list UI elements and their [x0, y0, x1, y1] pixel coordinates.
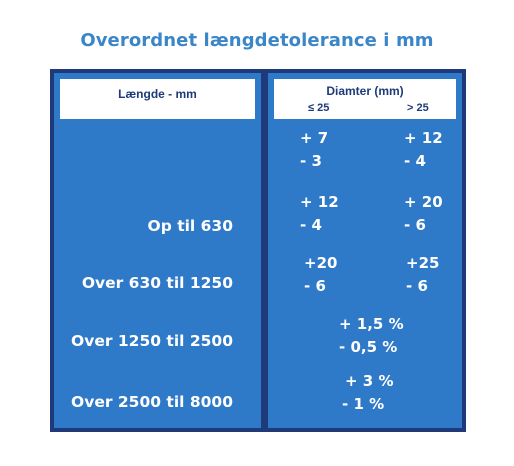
- row-3-large-minus: - 6: [406, 277, 428, 295]
- row-1-small-minus: - 3: [300, 152, 322, 170]
- row-2-small-minus: - 4: [300, 216, 322, 234]
- row-1-large-minus: - 4: [404, 152, 426, 170]
- diameter-panel: Diamter (mm) ≤ 25 > 25: [268, 73, 462, 428]
- row-2-large-minus: - 6: [404, 216, 426, 234]
- row-3-large-plus: +25: [406, 254, 440, 272]
- row-1-large-plus: + 12: [404, 129, 443, 147]
- row-2-large-plus: + 20: [404, 193, 443, 211]
- row-5-minus: - 1 %: [342, 395, 385, 413]
- length-label-row-1: Op til 630: [147, 217, 233, 235]
- length-label-row-2: Over 630 til 1250: [81, 274, 233, 292]
- diameter-col-small: ≤ 25: [308, 102, 330, 114]
- row-3-small-minus: - 6: [304, 277, 326, 295]
- row-4-minus: - 0,5 %: [339, 338, 398, 356]
- length-label-row-3: Over 1250 til 2500: [71, 332, 233, 350]
- diameter-col-large: > 25: [407, 102, 429, 114]
- row-3-small-plus: +20: [304, 254, 338, 272]
- diameter-header: Diamter (mm) ≤ 25 > 25: [274, 79, 456, 119]
- row-2-small-plus: + 12: [300, 193, 339, 211]
- length-panel: Længde - mm Op til 630 Over 630 til 1250…: [54, 73, 261, 466]
- row-4-plus: + 1,5 %: [339, 315, 404, 333]
- length-header: Længde - mm: [60, 79, 255, 119]
- diameter-title: Diamter (mm): [326, 84, 404, 98]
- page-title: Overordnet længdetolerance i mm: [80, 30, 434, 51]
- length-label-row-4: Over 2500 til 8000: [71, 393, 233, 411]
- length-label-row-5: Over 8000: [143, 448, 233, 466]
- tolerance-table: Længde - mm Op til 630 Over 630 til 1250…: [50, 69, 466, 466]
- row-5-plus: + 3 %: [345, 372, 394, 390]
- row-1-small-plus: + 7: [300, 129, 329, 147]
